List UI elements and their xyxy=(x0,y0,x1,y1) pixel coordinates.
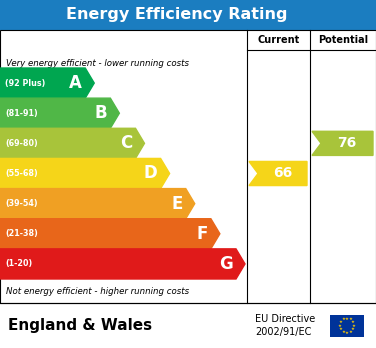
Text: Energy Efficiency Rating: Energy Efficiency Rating xyxy=(66,8,288,23)
Text: (92 Plus): (92 Plus) xyxy=(5,79,45,88)
Text: ★: ★ xyxy=(349,317,352,322)
Polygon shape xyxy=(0,189,195,219)
Text: ★: ★ xyxy=(341,330,346,334)
Polygon shape xyxy=(0,98,119,128)
Text: 2002/91/EC: 2002/91/EC xyxy=(255,326,311,337)
Text: ★: ★ xyxy=(339,320,343,324)
Text: England & Wales: England & Wales xyxy=(8,318,152,333)
Bar xyxy=(0,303,376,348)
Bar xyxy=(0,30,376,303)
Bar xyxy=(330,315,364,337)
Polygon shape xyxy=(0,249,245,279)
Text: 76: 76 xyxy=(337,136,356,150)
Polygon shape xyxy=(249,161,307,185)
Text: ★: ★ xyxy=(345,331,349,334)
Text: F: F xyxy=(197,225,208,243)
Text: C: C xyxy=(120,134,132,152)
Text: ★: ★ xyxy=(351,327,355,331)
Text: D: D xyxy=(144,165,158,182)
Text: ★: ★ xyxy=(341,317,346,322)
Text: ★: ★ xyxy=(351,320,355,324)
Text: ★: ★ xyxy=(339,327,343,331)
Text: Current: Current xyxy=(258,35,300,45)
Text: ★: ★ xyxy=(345,316,349,321)
Text: (1-20): (1-20) xyxy=(5,259,32,268)
Polygon shape xyxy=(0,68,94,98)
Text: ★: ★ xyxy=(338,324,342,327)
Text: (69-80): (69-80) xyxy=(5,139,38,148)
Polygon shape xyxy=(0,128,144,158)
Text: Potential: Potential xyxy=(318,35,368,45)
Text: 66: 66 xyxy=(273,166,292,181)
Text: (39-54): (39-54) xyxy=(5,199,38,208)
Text: (81-91): (81-91) xyxy=(5,109,38,118)
Text: B: B xyxy=(95,104,108,122)
Text: (55-68): (55-68) xyxy=(5,169,38,178)
Text: ★: ★ xyxy=(352,324,356,327)
Text: EU Directive: EU Directive xyxy=(255,315,315,324)
Polygon shape xyxy=(312,131,373,156)
Text: A: A xyxy=(69,74,82,92)
Text: (21-38): (21-38) xyxy=(5,229,38,238)
Bar xyxy=(0,0,376,30)
Text: E: E xyxy=(171,195,183,213)
Text: Not energy efficient - higher running costs: Not energy efficient - higher running co… xyxy=(6,286,189,295)
Polygon shape xyxy=(0,219,220,249)
Polygon shape xyxy=(0,158,170,189)
Text: Very energy efficient - lower running costs: Very energy efficient - lower running co… xyxy=(6,58,189,68)
Text: G: G xyxy=(219,255,233,273)
Text: ★: ★ xyxy=(349,330,352,334)
